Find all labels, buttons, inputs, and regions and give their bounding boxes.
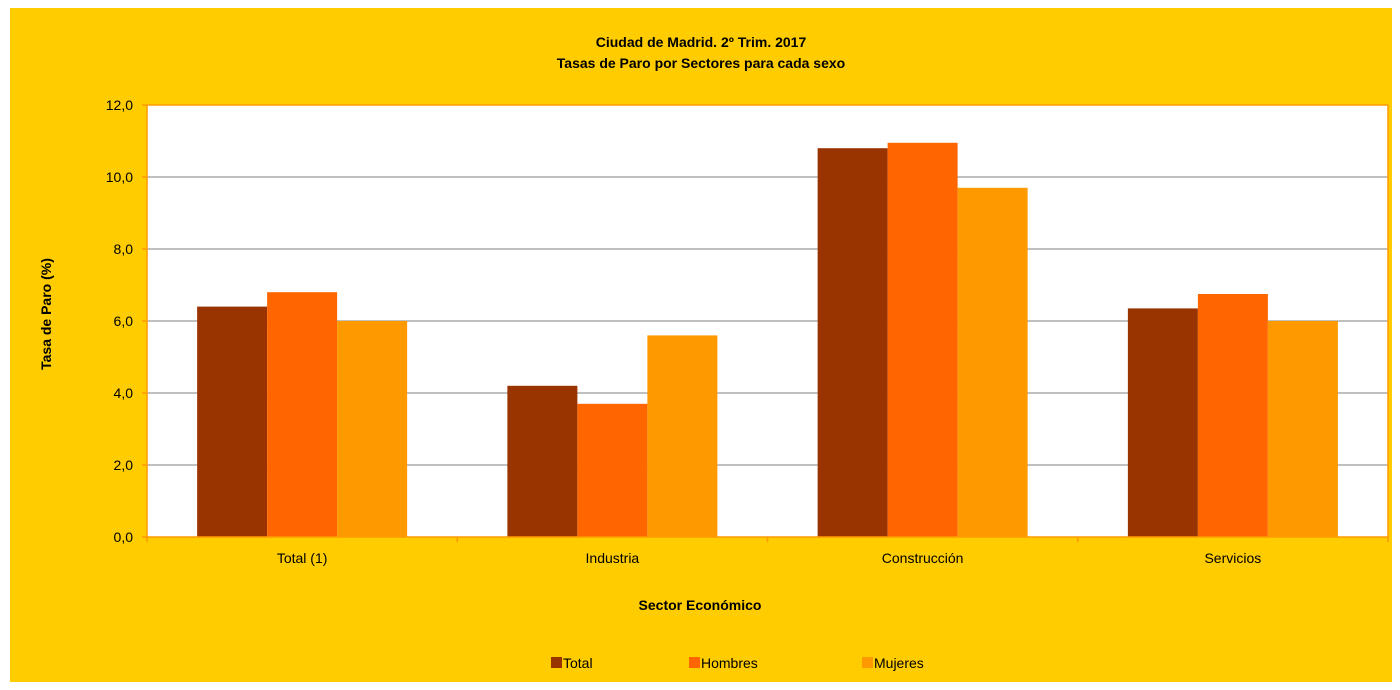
chart-title: Ciudad de Madrid. 2º Trim. 2017 [596,34,807,50]
legend-swatch-total [551,657,562,668]
axes [142,104,1389,542]
y-tick-label: 2,0 [114,457,134,473]
y-tick-label: 6,0 [114,313,134,329]
x-category-label: Total (1) [277,550,328,566]
y-tick-label: 8,0 [114,241,134,257]
y-tick-label: 4,0 [114,385,134,401]
x-axis-title: Sector Económico [639,597,762,613]
bar-hombres-4 [1197,294,1268,537]
bar-hombres-3 [887,142,958,538]
x-category-label: Servicios [1204,550,1261,566]
bar-mujeres-3 [957,187,1028,538]
bars [197,142,1338,538]
bar-total-4 [1127,308,1198,537]
x-category-label: Construcción [882,550,964,566]
legend-swatch-mujeres [862,657,873,668]
x-category-labels: Total (1) Industria Construcción Servicios [277,550,1261,566]
legend-label-total: Total [563,655,593,671]
legend-swatch-hombres [689,657,700,668]
bar-mujeres-1 [337,321,408,537]
chart-subtitle: Tasas de Paro por Sectores para cada sex… [557,55,845,71]
x-category-label: Industria [586,550,640,566]
bar-hombres-2 [577,403,648,537]
bar-total-3 [817,148,888,537]
bar-total-2 [507,385,578,537]
bar-total-1 [197,306,268,537]
y-axis-title: Tasa de Paro (%) [38,258,54,370]
bar-mujeres-2 [647,335,718,537]
y-tick-label: 10,0 [106,169,133,185]
legend-label-hombres: Hombres [701,655,758,671]
legend: Total Hombres Mujeres [551,655,924,671]
y-tick-label: 12,0 [106,97,133,113]
bar-mujeres-4 [1267,321,1338,537]
bar-hombres-1 [267,292,338,537]
y-tick-labels: 0,0 2,0 4,0 6,0 8,0 10,0 12,0 [106,97,133,545]
legend-label-mujeres: Mujeres [874,655,924,671]
y-tick-label: 0,0 [114,529,134,545]
